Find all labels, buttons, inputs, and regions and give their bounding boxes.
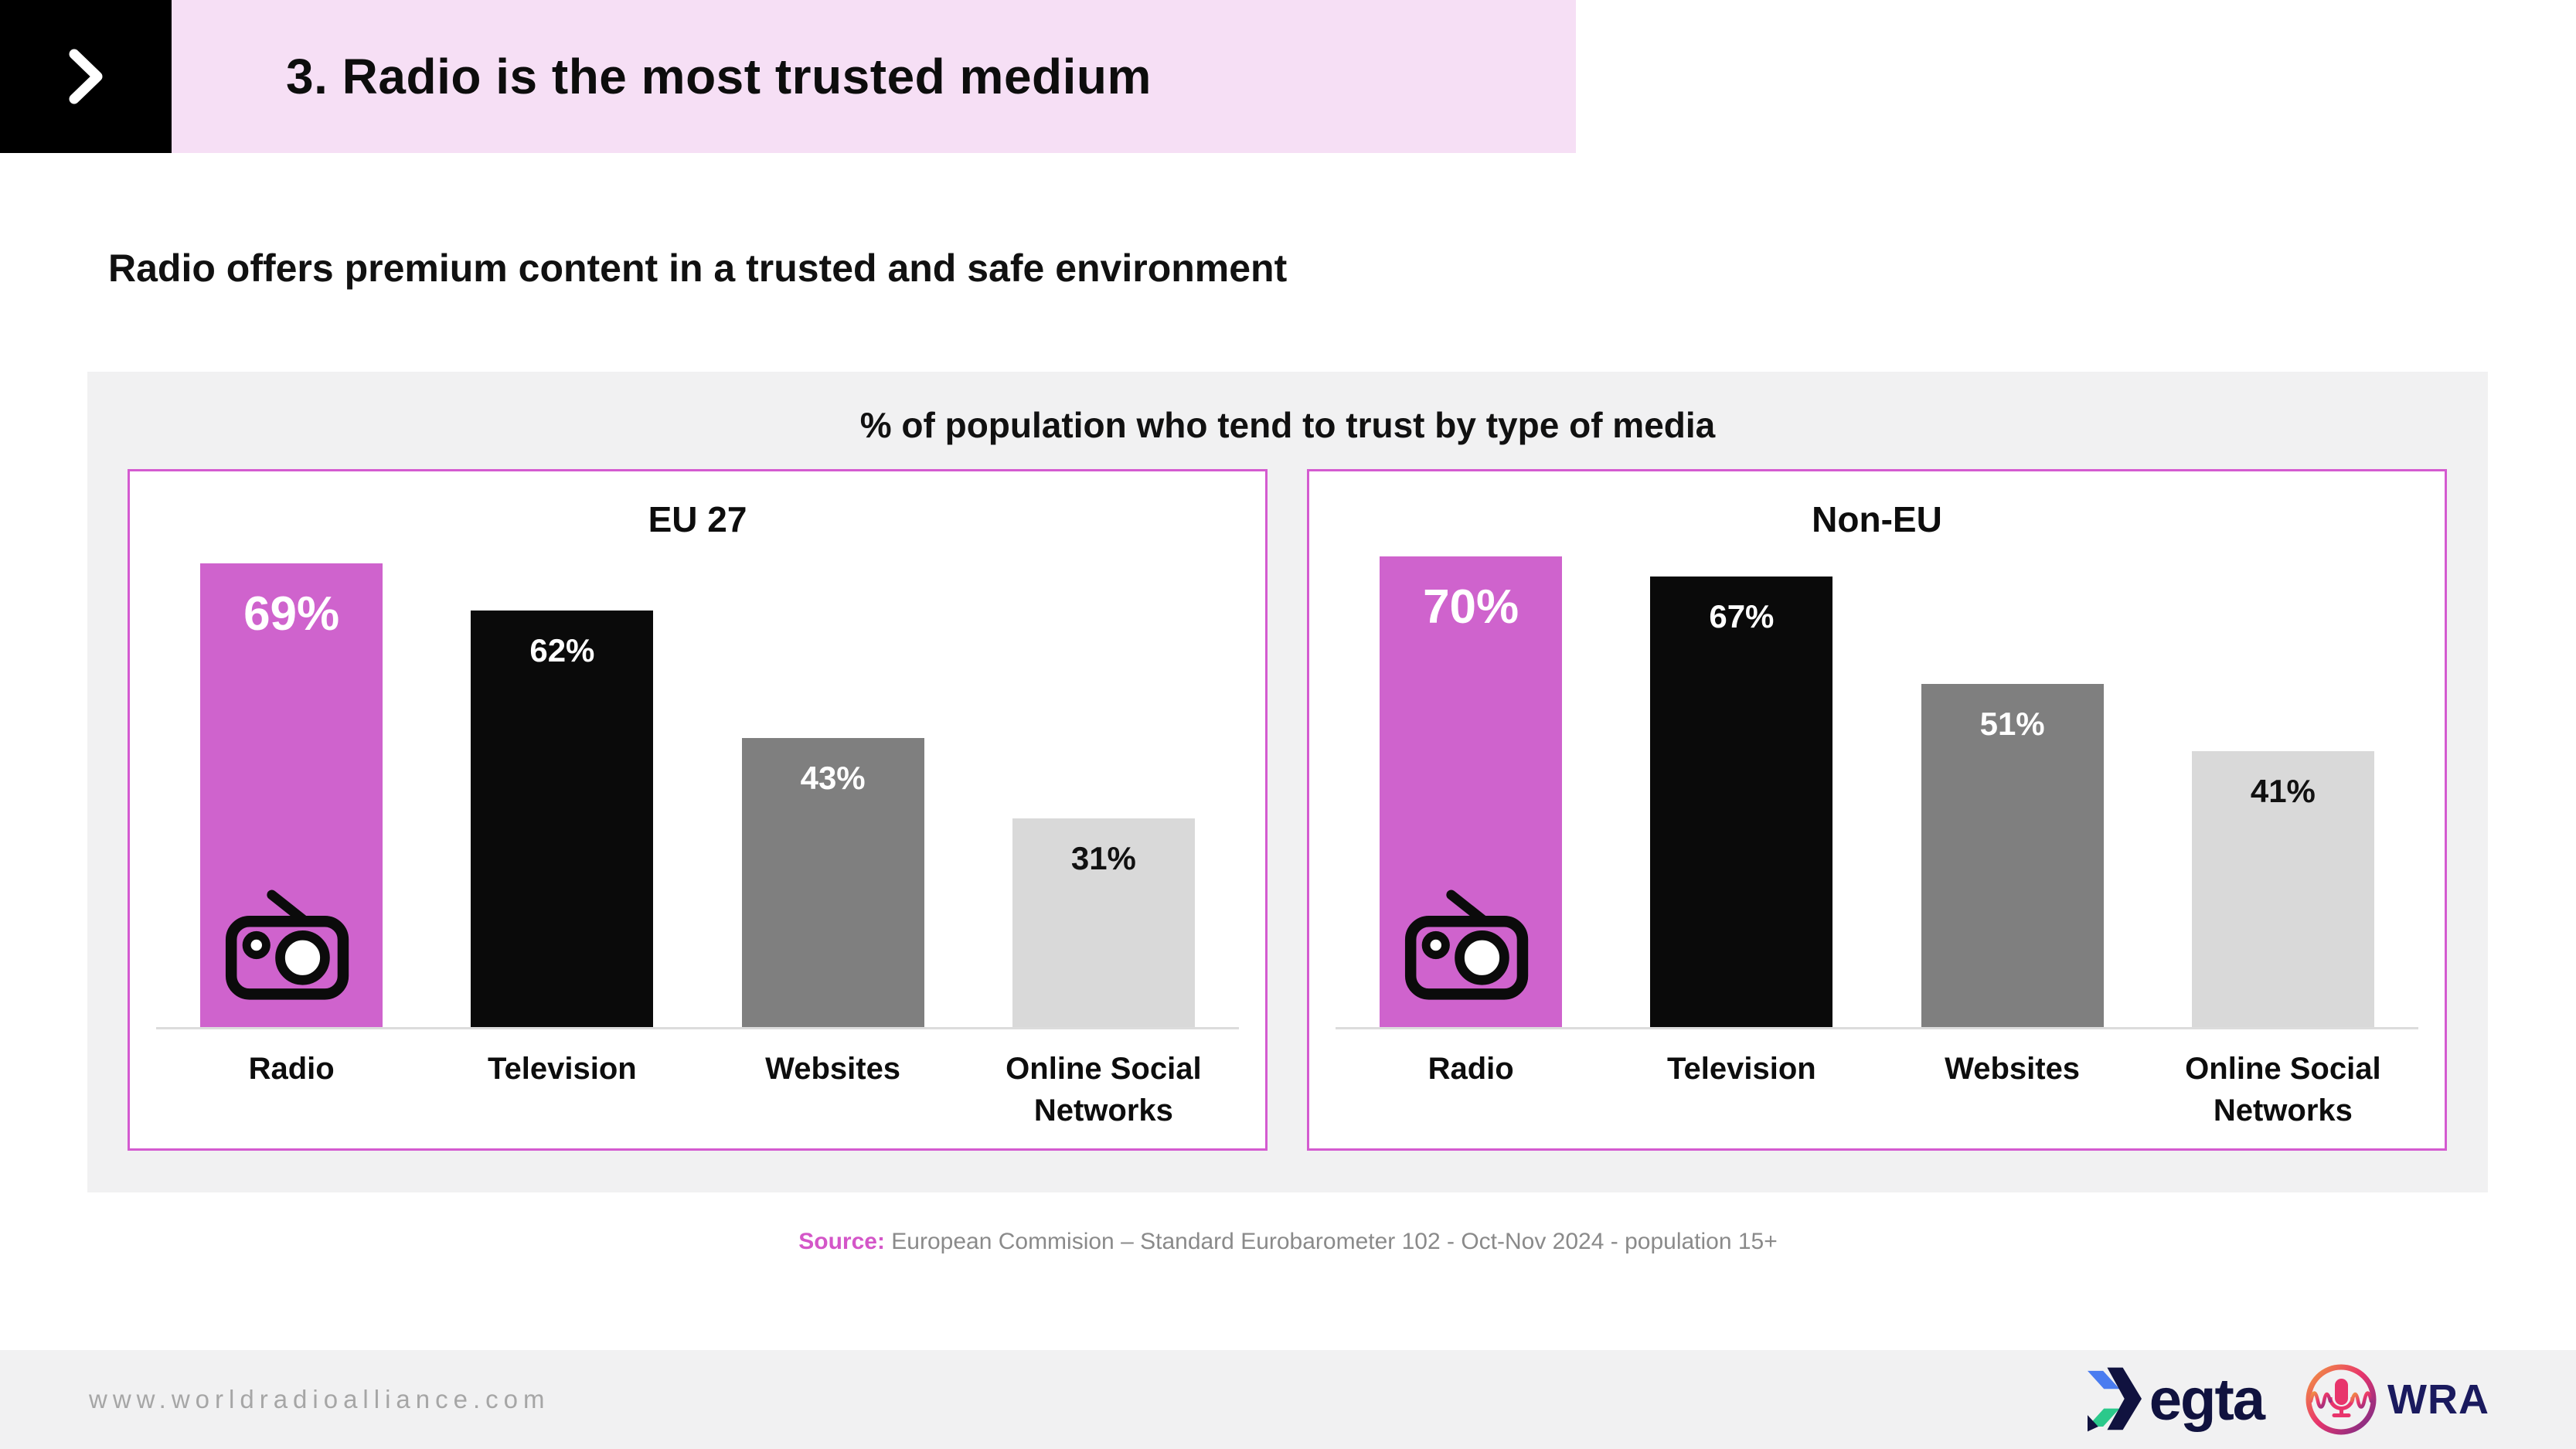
source-label: Source:	[798, 1229, 885, 1254]
bar-column-radio: 70%	[1336, 556, 1606, 1027]
bar-value-label: 70%	[1423, 580, 1519, 634]
bar-websites: 51%	[1921, 684, 2104, 1027]
radio-icon-holder	[1399, 886, 1543, 1004]
bar-value-label: 43%	[800, 759, 866, 796]
category-label-online-social-networks: Online Social Networks	[2185, 1051, 2381, 1128]
wra-logo-text: WRA	[2387, 1376, 2489, 1423]
egta-logo: egta	[2087, 1364, 2265, 1435]
bar-television: 62%	[471, 610, 654, 1027]
bar-value-label: 31%	[1070, 840, 1136, 877]
bar-column-online-social-networks: 41%	[2148, 751, 2418, 1027]
axis-baseline	[1336, 1026, 2418, 1029]
bar-column-radio: 69%	[156, 563, 427, 1027]
page-title: 3. Radio is the most trusted medium	[286, 49, 1152, 104]
egta-logo-icon	[2087, 1367, 2142, 1432]
category-labels: Radio Television Websites Online Social Net…	[1336, 1048, 2418, 1131]
chart-panels: EU 27 69% 62% 43% 31% Radio Television Websi…	[128, 469, 2447, 1151]
category-label-television: Television	[1667, 1051, 1816, 1086]
bar-value-label: 69%	[243, 587, 340, 641]
bar-radio: 69%	[200, 563, 383, 1027]
subtitle: Radio offers premium content in a truste…	[108, 247, 1288, 290]
bar-value-label: 67%	[1709, 598, 1775, 634]
source-text: European Commision – Standard Eurobarome…	[884, 1229, 1778, 1254]
bar-column-websites: 43%	[698, 737, 968, 1027]
chevron-right-icon	[69, 49, 103, 104]
bar-value-label: 41%	[2250, 773, 2316, 810]
egta-logo-text: egta	[2149, 1366, 2265, 1433]
bar-column-television: 62%	[427, 610, 697, 1027]
category-label-radio: Radio	[1428, 1051, 1514, 1086]
bar-column-online-social-networks: 31%	[968, 818, 1239, 1027]
bar-television: 67%	[1650, 577, 1833, 1027]
plot-area: 69% 62% 43% 31%	[156, 554, 1239, 1027]
header-banner: 3. Radio is the most trusted medium	[172, 0, 1576, 153]
bar-online-social-networks: 41%	[2191, 751, 2374, 1027]
category-label-online-social-networks: Online Social Networks	[1006, 1051, 1202, 1128]
footer-logos: egta	[2087, 1362, 2489, 1437]
axis-baseline	[156, 1026, 1239, 1029]
bar-online-social-networks: 31%	[1012, 818, 1195, 1027]
bar-value-label: 51%	[1979, 706, 2045, 743]
chart-panel-eu27: EU 27 69% 62% 43% 31% Radio Television Websi…	[128, 469, 1268, 1151]
radio-icon	[1405, 889, 1529, 1000]
chart-card: % of population who tend to trust by typ…	[87, 372, 2488, 1192]
chart-panel-non-eu: Non-EU 70% 67% 51% 41% Radio Television Webs…	[1307, 469, 2447, 1151]
radio-icon	[226, 889, 349, 1000]
radio-icon-holder	[219, 886, 363, 1004]
chart-panel-title: Non-EU	[1812, 499, 1942, 539]
wra-logo: WRA	[2304, 1362, 2489, 1437]
bar-websites: 43%	[741, 737, 924, 1027]
wra-logo-icon	[2305, 1364, 2377, 1435]
footer: www.worldradioalliance.com egta	[0, 1350, 2576, 1449]
source-line: Source: European Commision – Standard Eu…	[0, 1229, 2576, 1255]
category-labels: Radio Television Websites Online Social Net…	[156, 1048, 1239, 1131]
chart-panel-title: EU 27	[648, 499, 747, 539]
category-label-television: Television	[488, 1051, 637, 1086]
plot-area: 70% 67% 51% 41%	[1336, 554, 2418, 1027]
bar-radio: 70%	[1380, 556, 1563, 1027]
header-chevron-box	[0, 0, 172, 153]
bar-value-label: 62%	[529, 631, 595, 668]
chart-card-title: % of population who tend to trust by typ…	[859, 405, 1716, 445]
bar-column-television: 67%	[1606, 577, 1877, 1027]
category-label-radio: Radio	[248, 1051, 335, 1086]
category-label-websites: Websites	[1945, 1051, 2081, 1086]
bar-column-websites: 51%	[1877, 684, 2148, 1027]
footer-url: www.worldradioalliance.com	[89, 1385, 550, 1413]
category-label-websites: Websites	[765, 1051, 901, 1086]
